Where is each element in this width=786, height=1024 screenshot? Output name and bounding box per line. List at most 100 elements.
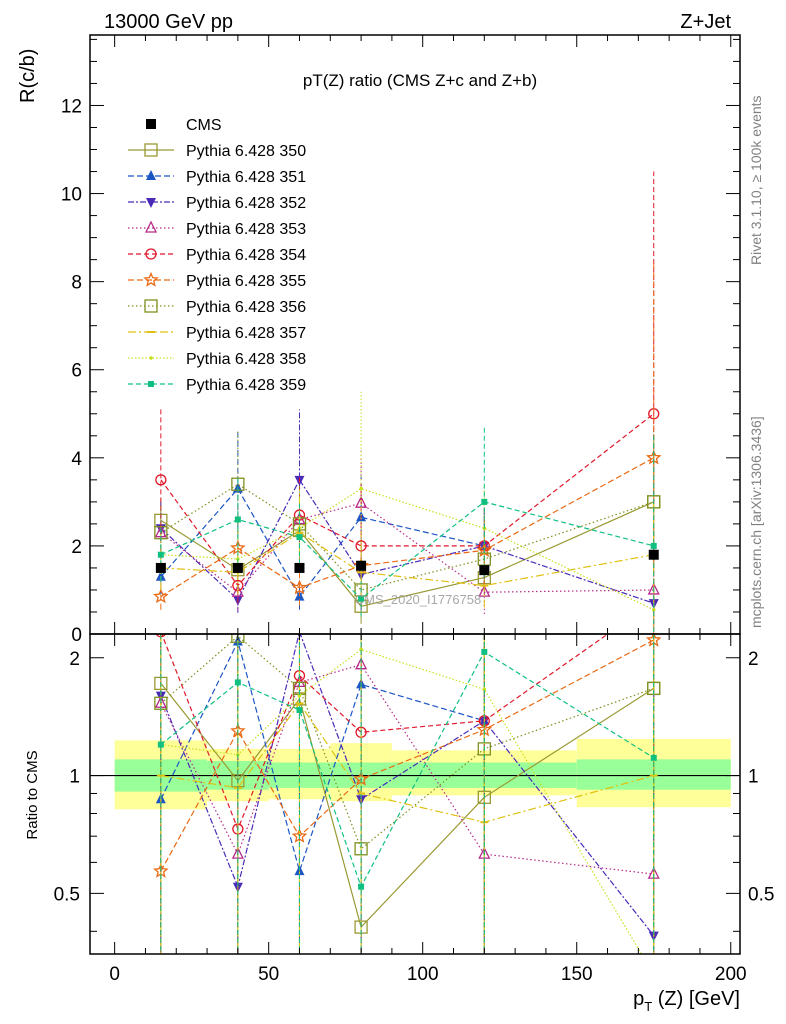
rivet-version-label: Rivet 3.1.10, ≥ 100k events (748, 95, 764, 265)
ratio-data-point (297, 693, 302, 698)
legend-label: Pythia 6.428 357 (186, 325, 306, 342)
x-tick-label: 150 (561, 964, 593, 985)
header-left: 13000 GeV pp (104, 11, 233, 33)
series-pythia-6-428-359 (157, 426, 657, 634)
series-line (160, 487, 485, 598)
legend-item: Pythia 6.428 352 (128, 195, 306, 212)
ratio-series-line (160, 648, 643, 954)
data-point (157, 551, 164, 558)
data-point-cms (294, 562, 305, 573)
series-pythia-6-428-356 (154, 431, 661, 612)
series-line (160, 501, 654, 607)
data-point (357, 571, 366, 574)
ratio-series-line (160, 634, 655, 936)
legend-label: Pythia 6.428 353 (186, 221, 306, 238)
legend-item: Pythia 6.428 358 (128, 351, 306, 368)
ratio-y-tick-label: 0.5 (54, 884, 80, 905)
legend-item: CMS (146, 117, 222, 134)
ratio-series-line (160, 664, 654, 875)
legend-item: Pythia 6.428 356 (128, 299, 306, 316)
data-point (650, 542, 657, 549)
x-tick-label: 200 (715, 964, 747, 985)
header-right: Z+Jet (680, 11, 731, 33)
legend-item: Pythia 6.428 350 (128, 143, 306, 160)
ratio-plot-frame (89, 633, 741, 955)
legend-label: Pythia 6.428 354 (186, 247, 306, 264)
ratio-data-point (295, 702, 304, 705)
ratio-y-tick-label: 1 (69, 767, 80, 788)
ratio-data-point (296, 707, 303, 714)
data-point-cms (232, 562, 243, 573)
ratio-data-point (652, 973, 656, 977)
legend-label: CMS (186, 117, 222, 134)
data-point-cms (648, 549, 659, 560)
series-line (160, 488, 654, 611)
data-point (155, 474, 167, 486)
chart-title: pT(Z) ratio (CMS Z+c and Z+b) (303, 71, 537, 90)
x-tick-label: 0 (109, 964, 120, 985)
ratio-series-line (160, 683, 655, 929)
series-line (160, 531, 654, 587)
data-point (651, 607, 656, 612)
legend-item: Pythia 6.428 355 (128, 271, 306, 290)
ratio-data-point (357, 792, 366, 795)
ratio-series-line (160, 639, 485, 874)
y-tick-label: 6 (71, 361, 82, 382)
data-point (231, 584, 244, 597)
ratio-data-point (157, 741, 164, 748)
data-point-cms (479, 565, 490, 576)
y-axis-label: R(c/b) (17, 49, 39, 103)
data-point (481, 498, 488, 505)
ratio-data-point (359, 647, 363, 652)
series-line (160, 478, 654, 604)
data-point-cms (155, 562, 166, 573)
ratio-y-tick-label-right: 1 (748, 767, 759, 788)
data-point (291, 579, 308, 595)
y-tick-label: 12 (61, 96, 82, 117)
data-point (480, 584, 489, 587)
series-pythia-6-428-354 (155, 171, 660, 634)
ratio-series-line (161, 634, 609, 831)
series-line (160, 501, 654, 600)
ratio-data-point (482, 687, 487, 692)
legend-label: Pythia 6.428 358 (186, 351, 306, 368)
data-point (647, 582, 660, 595)
data-point (234, 516, 241, 523)
x-axis-label: pT (Z) [GeV] (633, 988, 740, 1014)
legend-label: Pythia 6.428 355 (186, 273, 306, 290)
ratio-y-tick-label: 2 (69, 649, 80, 670)
ratio-y-tick-label-right: 0.5 (748, 884, 774, 905)
y-tick-label: 10 (61, 185, 82, 206)
legend-item: Pythia 6.428 354 (128, 247, 306, 264)
y-tick-label: 2 (71, 537, 82, 558)
legend-label: Pythia 6.428 359 (186, 377, 306, 394)
ratio-y-axis-label: Ratio to CMS (24, 750, 41, 839)
x-tick-label: 50 (258, 964, 279, 985)
series-line (160, 502, 654, 594)
data-point (358, 595, 365, 602)
legend-label: Pythia 6.428 351 (186, 169, 306, 186)
y-tick-label: 4 (71, 449, 82, 470)
data-point-cms (356, 560, 367, 571)
legend-label: Pythia 6.428 356 (186, 299, 306, 316)
ratio-series-line (160, 635, 654, 850)
series-pythia-6-428-351 (155, 431, 490, 610)
series-line (160, 457, 654, 598)
ratio-data-point (649, 774, 658, 777)
data-point (155, 570, 166, 581)
series-line (160, 413, 655, 587)
series-line (160, 483, 654, 591)
data-point (296, 534, 303, 541)
legend-item: Pythia 6.428 351 (128, 169, 306, 186)
series-cms (155, 549, 659, 576)
ratio-data-point (234, 679, 241, 686)
legend-label: Pythia 6.428 352 (186, 195, 306, 212)
x-tick-label: 100 (407, 964, 439, 985)
ratio-data-point (481, 648, 488, 655)
ratio-data-point (650, 754, 657, 761)
ratio-series-pythia-6-428-359 (157, 634, 657, 954)
y-tick-label: 0 (71, 625, 82, 646)
legend-label: Pythia 6.428 350 (186, 143, 306, 160)
data-point (359, 486, 363, 491)
